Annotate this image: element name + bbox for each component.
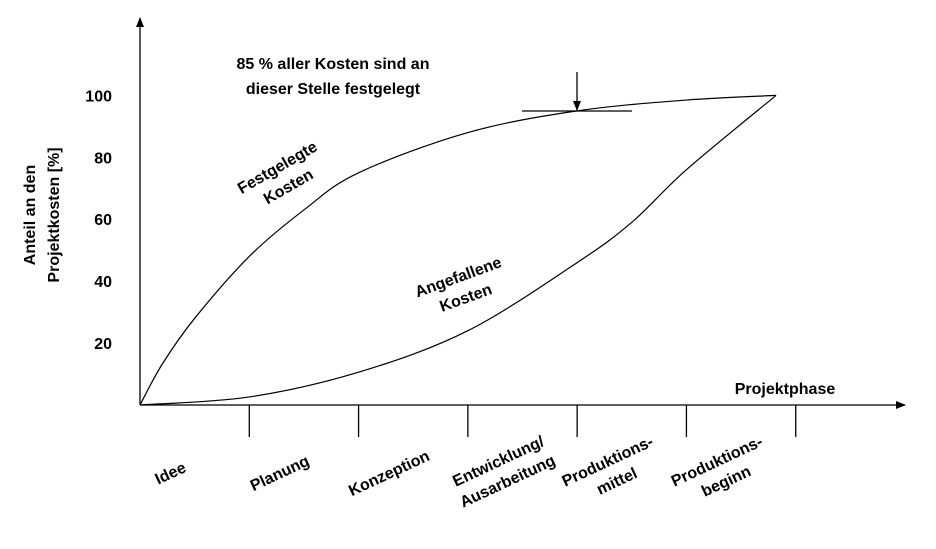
annotation: dieser Stelle festgelegt — [246, 81, 421, 98]
y-tick-label: 80 — [94, 150, 112, 167]
x-tick-label-line: Planung — [248, 453, 312, 495]
x-tick-label: Idee — [153, 459, 189, 488]
y-tick-label: 20 — [94, 336, 112, 353]
annotation: 85 % aller Kosten sind an — [237, 56, 430, 73]
x-tick-label: Planung — [248, 453, 312, 495]
x-tick-label: Produktions-beginn — [669, 433, 766, 500]
x-tick-label-line: Idee — [153, 459, 189, 488]
y-axis-title-line: Projektkosten [%] — [46, 147, 63, 282]
x-tick-label: Produktions-mittel — [560, 433, 657, 498]
x-tick-label: Konzeption — [346, 448, 432, 500]
curve — [139, 94, 777, 406]
x-tick-label: Entwicklung/Ausarbeitung — [450, 433, 558, 511]
y-axis-title: Anteil an den Projektkosten [%] — [22, 147, 63, 282]
y-tick-label: 60 — [94, 212, 112, 229]
x-axis-title: Projektphase — [735, 381, 836, 398]
y-tick-label: 40 — [94, 274, 112, 291]
curve — [139, 94, 777, 406]
x-tick-label-line: Konzeption — [346, 448, 432, 500]
y-axis-title-line: Anteil an den — [22, 165, 39, 265]
y-tick-label: 100 — [85, 88, 112, 105]
